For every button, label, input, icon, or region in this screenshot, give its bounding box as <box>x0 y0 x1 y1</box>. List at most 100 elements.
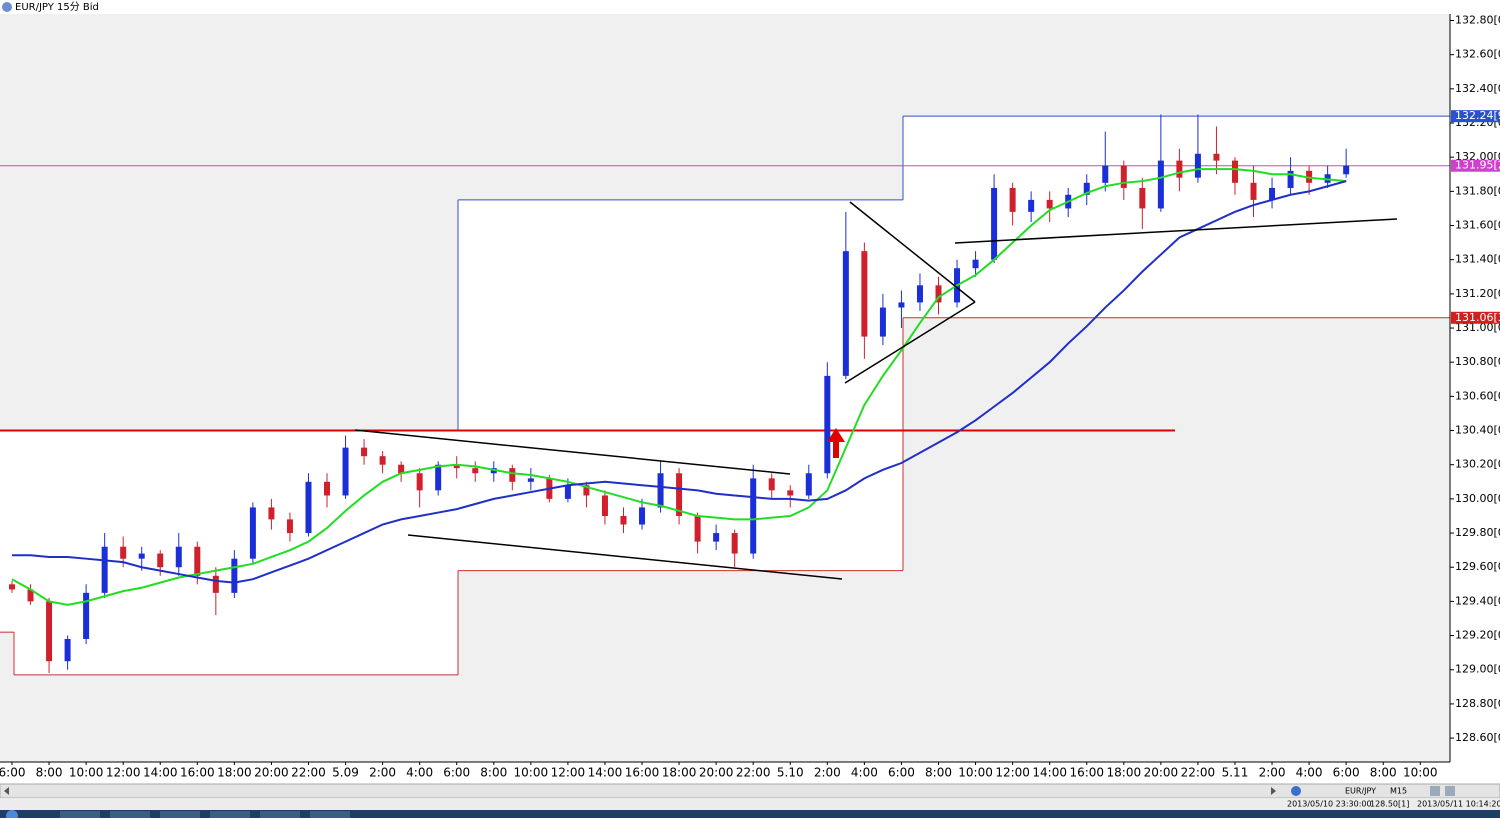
x-tick-label: 12:00 <box>995 766 1030 780</box>
time-axis <box>0 762 1500 784</box>
y-tick-label: 129.20[0 <box>1455 629 1500 642</box>
candle-body <box>416 473 423 491</box>
candle-body <box>916 285 923 303</box>
taskbar-item[interactable] <box>160 811 200 818</box>
candle-body <box>713 533 720 542</box>
candle-body <box>694 515 701 542</box>
x-tick-label: 6:00 <box>888 766 915 780</box>
title-bar <box>0 0 1500 14</box>
candle-body <box>1102 165 1109 183</box>
x-tick-label: 4:00 <box>851 766 878 780</box>
y-tick-label: 129.00[0 <box>1455 663 1500 676</box>
y-tick-label: 129.80[0 <box>1455 526 1500 539</box>
x-tick-label: 8:00 <box>925 766 952 780</box>
moving-average <box>11 168 1347 606</box>
candle-body <box>861 251 868 337</box>
candle-body <box>472 468 479 474</box>
tool-button[interactable] <box>1445 786 1455 796</box>
candle-body <box>1231 160 1238 183</box>
candle-body <box>231 558 238 593</box>
timeframe-select[interactable]: M15 <box>1390 787 1407 796</box>
scroll-right[interactable] <box>1271 787 1276 795</box>
symbol-select[interactable]: EUR/JPY <box>1345 787 1376 796</box>
x-tick-label: 12:00 <box>106 766 141 780</box>
x-tick-label: 5.10 <box>777 766 804 780</box>
x-tick-label: 10:00 <box>69 766 104 780</box>
candle-body <box>101 546 108 593</box>
candle-body <box>1176 160 1183 178</box>
y-tick-label: 131.00[0 <box>1455 321 1500 334</box>
taskbar-item[interactable] <box>110 811 150 818</box>
candle-body <box>120 546 127 559</box>
day-range-box <box>903 116 1450 318</box>
chart-title: EUR/JPY 15分 Bid <box>15 1 99 13</box>
candle-body <box>1120 165 1127 188</box>
y-tick-label: 129.60[0 <box>1455 560 1500 573</box>
candle-body <box>991 187 998 260</box>
candle-body <box>379 456 386 465</box>
taskbar-item[interactable] <box>260 811 300 818</box>
candle-body <box>212 575 219 593</box>
candle-body <box>1083 182 1090 195</box>
plot-area <box>0 114 1450 676</box>
x-tick-label: 14:00 <box>143 766 178 780</box>
candle-body <box>620 515 627 525</box>
taskbar-item[interactable] <box>60 811 100 818</box>
x-tick-label: 10:00 <box>958 766 993 780</box>
candle-body <box>268 507 275 520</box>
x-tick-label: 22:00 <box>1181 766 1216 780</box>
candle-body <box>1269 187 1276 200</box>
candle-body <box>935 285 942 303</box>
x-tick-label: 2:00 <box>1259 766 1286 780</box>
x-tick-label: 10:00 <box>514 766 549 780</box>
candle-body <box>324 481 331 496</box>
candle-body <box>824 375 831 474</box>
taskbar <box>0 810 1500 818</box>
candle-body <box>879 307 886 337</box>
candle-body <box>731 533 738 554</box>
trend-line <box>407 534 843 580</box>
candle-body <box>1194 153 1201 178</box>
candle-body <box>342 447 349 496</box>
x-tick-label: 5.09 <box>332 766 359 780</box>
y-tick-label: 128.80[0 <box>1455 697 1500 710</box>
start-button[interactable] <box>6 810 18 818</box>
x-tick-label: 8:00 <box>1370 766 1397 780</box>
y-tick-label: 128.60[0 <box>1455 731 1500 744</box>
x-tick-label: 4:00 <box>1296 766 1323 780</box>
candle-body <box>27 589 34 602</box>
candle-body <box>676 473 683 516</box>
x-tick-label: 22:00 <box>736 766 771 780</box>
y-tick-label: 131.20[0 <box>1455 287 1500 300</box>
candle-body <box>1343 165 1350 175</box>
clock: 2013/05/11 10:14:20 <box>1417 800 1500 809</box>
tool-button[interactable] <box>1430 786 1440 796</box>
y-tick-label: 132.60[0 <box>1455 48 1500 61</box>
x-tick-label: 18:00 <box>1107 766 1142 780</box>
x-tick-label: 20:00 <box>254 766 289 780</box>
candle-body <box>361 447 368 457</box>
y-tick-label: 132.40[0 <box>1455 82 1500 95</box>
taskbar-item[interactable] <box>310 811 350 818</box>
bar-time: 2013/05/10 23:30:00 <box>1287 800 1372 809</box>
candle-body <box>657 473 664 508</box>
x-tick-label: 16:00 <box>625 766 660 780</box>
scroll-left[interactable] <box>4 787 9 795</box>
price-tag <box>1451 110 1500 123</box>
candle-body <box>564 485 571 499</box>
x-tick-label: 4:00 <box>406 766 433 780</box>
candle-body <box>1157 160 1164 209</box>
x-tick-label: 16:00 <box>180 766 215 780</box>
x-tick-label: 6:00 <box>0 766 25 780</box>
taskbar-item[interactable] <box>210 811 250 818</box>
candle-body <box>768 478 775 491</box>
candle-body <box>9 584 15 590</box>
zoom-button[interactable] <box>1291 786 1301 796</box>
candle-body <box>249 507 256 559</box>
y-tick-label: 132.80[0 <box>1455 14 1500 27</box>
x-tick-label: 12:00 <box>551 766 586 780</box>
day-range-box <box>14 430 458 675</box>
y-tick-label: 131.60[0 <box>1455 219 1500 232</box>
y-tick-label: 130.40[0 <box>1455 424 1500 437</box>
candle-body <box>1287 170 1294 188</box>
